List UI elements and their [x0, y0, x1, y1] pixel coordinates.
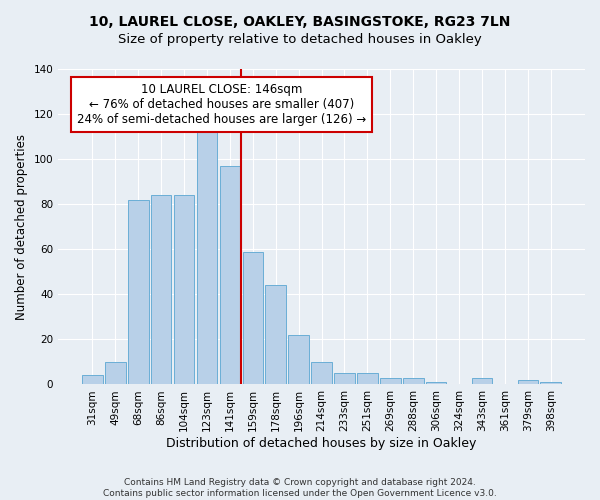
Bar [242, 252, 263, 384]
Bar [403, 378, 424, 384]
Bar [82, 376, 103, 384]
Bar [174, 195, 194, 384]
Bar [357, 373, 378, 384]
Bar [311, 362, 332, 384]
Bar [197, 126, 217, 384]
Bar [472, 378, 493, 384]
Y-axis label: Number of detached properties: Number of detached properties [15, 134, 28, 320]
Bar [541, 382, 561, 384]
Bar [105, 362, 125, 384]
Text: Contains HM Land Registry data © Crown copyright and database right 2024.
Contai: Contains HM Land Registry data © Crown c… [103, 478, 497, 498]
Bar [518, 380, 538, 384]
Bar [151, 195, 172, 384]
Bar [334, 373, 355, 384]
Bar [220, 166, 240, 384]
Bar [426, 382, 446, 384]
Bar [289, 335, 309, 384]
Text: 10 LAUREL CLOSE: 146sqm
← 76% of detached houses are smaller (407)
24% of semi-d: 10 LAUREL CLOSE: 146sqm ← 76% of detache… [77, 83, 366, 126]
Text: Size of property relative to detached houses in Oakley: Size of property relative to detached ho… [118, 32, 482, 46]
Bar [380, 378, 401, 384]
Bar [265, 286, 286, 384]
X-axis label: Distribution of detached houses by size in Oakley: Distribution of detached houses by size … [166, 437, 477, 450]
Text: 10, LAUREL CLOSE, OAKLEY, BASINGSTOKE, RG23 7LN: 10, LAUREL CLOSE, OAKLEY, BASINGSTOKE, R… [89, 15, 511, 29]
Bar [128, 200, 149, 384]
